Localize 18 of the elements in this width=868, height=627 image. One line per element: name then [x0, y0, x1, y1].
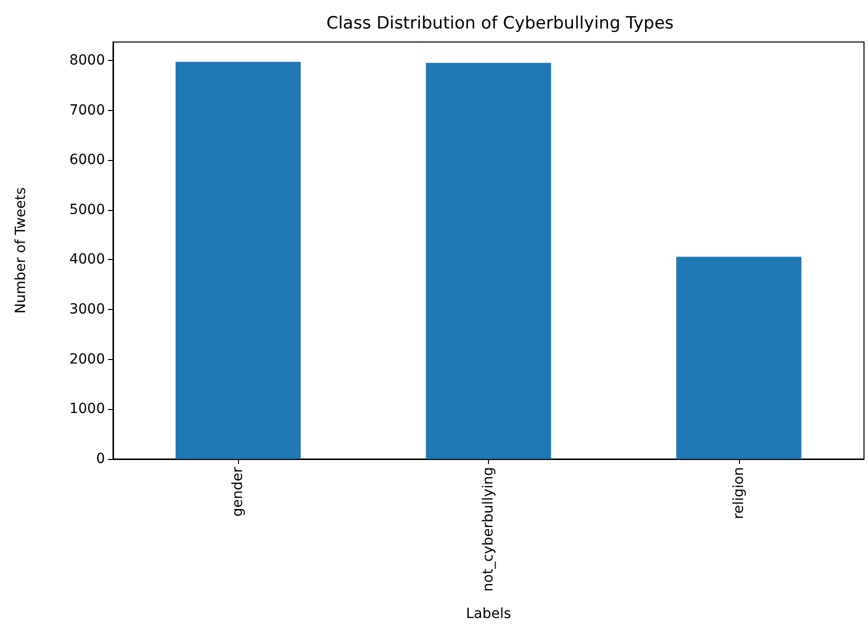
y-tick-label: 5000: [69, 202, 105, 218]
y-tick-label: 2000: [69, 351, 105, 368]
y-tick-label: 3000: [69, 302, 105, 318]
y-tick-label: 8000: [69, 52, 105, 68]
bar: [676, 256, 802, 459]
y-tick-label: 1000: [69, 401, 105, 418]
x-tick-label: gender: [230, 466, 246, 517]
y-tick-label: 7000: [69, 102, 105, 118]
bar: [426, 62, 552, 459]
y-tick-label: 4000: [69, 252, 105, 268]
bar: [176, 62, 301, 459]
x-tick-label: not_cyberbullying: [480, 467, 496, 592]
x-tick-label: religion: [730, 467, 747, 520]
y-axis-title: Number of Tweets: [13, 187, 29, 314]
y-tick-label: 0: [96, 451, 105, 467]
x-axis-title: Labels: [466, 606, 512, 622]
chart-title: Class Distribution of Cyberbullying Types: [326, 14, 674, 34]
y-tick-label: 6000: [69, 152, 105, 168]
